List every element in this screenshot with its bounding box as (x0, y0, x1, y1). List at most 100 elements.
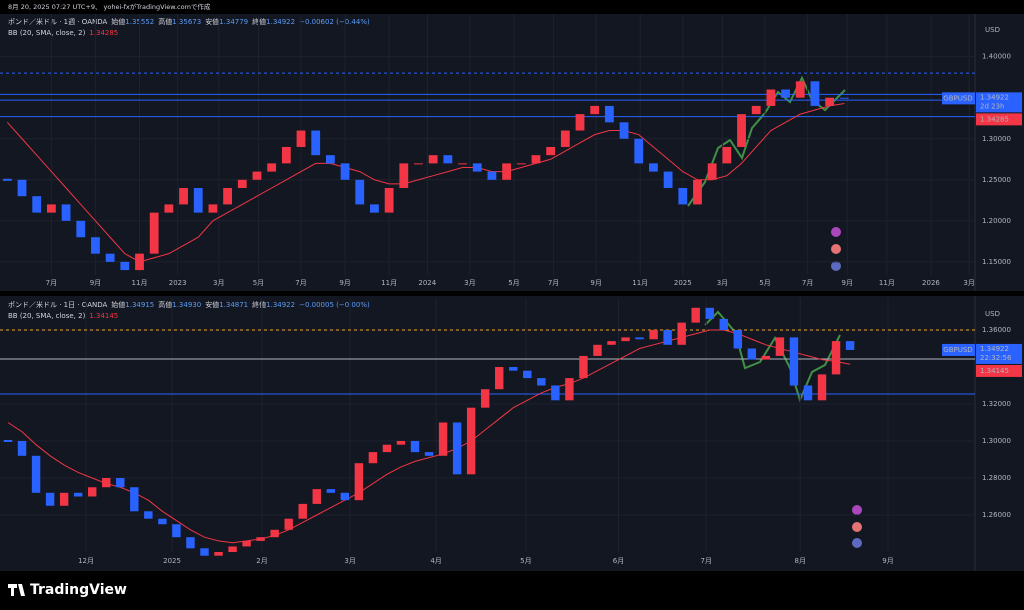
candle (208, 204, 218, 213)
x-tick-label: 12月 (78, 557, 94, 565)
ohlc-label: 安値 (205, 17, 219, 26)
candle (766, 89, 776, 106)
candle (509, 367, 518, 371)
y-tick-label: 1.26000 (982, 511, 1011, 519)
candle (2, 178, 12, 181)
candle (61, 204, 71, 221)
ohlc-label: 始値 (111, 17, 125, 26)
candle (105, 253, 115, 262)
candle (186, 537, 195, 549)
x-tick-label: 11月 (632, 279, 648, 287)
candle (256, 537, 265, 541)
candle (551, 385, 560, 401)
symbol-tag-text: GBPUSD (943, 94, 972, 102)
candle (452, 422, 462, 475)
ohlc-value: 1.35673 (172, 18, 201, 26)
candle (32, 196, 42, 213)
candle (502, 163, 511, 180)
x-tick-label: 7月 (802, 279, 813, 287)
candle (340, 492, 350, 501)
candle (438, 422, 448, 456)
ohlc-label: 終値 (252, 300, 266, 309)
candle (428, 155, 438, 164)
candle (296, 130, 306, 147)
candle (634, 138, 644, 164)
ohlc-value: 1.34779 (219, 18, 248, 26)
ohlc-label: 安値 (205, 300, 219, 309)
candle (693, 179, 702, 205)
candle (355, 179, 365, 205)
x-tick-label: 11月 (879, 279, 895, 287)
candle (781, 89, 790, 98)
y-tick-label: 1.28000 (982, 474, 1011, 482)
x-tick-label: 3月 (464, 279, 475, 287)
candle (242, 540, 251, 547)
candle (516, 163, 526, 165)
candle (495, 367, 504, 390)
candle (575, 114, 585, 131)
indicator-legend: BB (20, SMA, close, 2) 1.34145 (8, 312, 118, 320)
candle (214, 552, 223, 556)
candle (73, 492, 83, 497)
indicator-tag-text: 1.34145 (980, 367, 1009, 375)
candle (326, 489, 336, 493)
x-tick-label: 9月 (90, 279, 101, 287)
candle (237, 179, 247, 188)
caption: 8月 20, 2025 07:27 UTC+9、 yohei-fxがTradin… (8, 2, 211, 11)
x-tick-label: 3月 (213, 279, 224, 287)
last-price: 1.34922 (980, 345, 1009, 353)
x-tick-label: 11月 (132, 279, 148, 287)
candle (466, 407, 476, 475)
currency: USD (985, 26, 1000, 34)
x-tick-label: 2023 (169, 279, 187, 287)
x-tick-label: 6月 (613, 557, 624, 565)
candle (593, 344, 602, 356)
candle (410, 441, 420, 453)
ohlc-value: 1.34930 (172, 301, 201, 309)
top-panel (0, 14, 1024, 291)
candle (747, 348, 757, 360)
logo: TradingView (8, 582, 127, 598)
y-tick-label: 1.20000 (982, 217, 1011, 225)
candle (116, 478, 125, 488)
x-tick-label: 3月 (963, 279, 974, 287)
candle (76, 220, 86, 238)
indicator-value: 1.34145 (89, 312, 118, 320)
x-tick-label: 2026 (922, 279, 940, 287)
candle (396, 441, 406, 445)
candle (789, 337, 799, 386)
x-tick-label: 2025 (674, 279, 692, 287)
candle (839, 97, 849, 99)
x-tick-label: 2024 (418, 279, 436, 287)
candle (414, 163, 423, 165)
legend-title: ポンド／米ドル · 1週 · OANDA始値1.35552高値1.35673安値… (8, 17, 370, 26)
x-tick-label: 11月 (381, 279, 397, 287)
change: −0.00005 (−0.00%) (299, 301, 370, 309)
ohlc-label: 高値 (158, 17, 172, 26)
candle (17, 441, 27, 456)
ohlc-label: 始値 (111, 300, 125, 309)
candle (443, 155, 453, 164)
candle (831, 341, 841, 375)
bb-basis (7, 329, 851, 544)
candle (172, 524, 181, 538)
candle (707, 163, 717, 180)
event-icons (831, 227, 862, 548)
last-price-tag (976, 92, 1022, 113)
x-tick-label: 5月 (520, 557, 531, 565)
candle (677, 322, 686, 345)
candle (130, 487, 139, 512)
candle (158, 518, 167, 525)
y-tick-label: 1.15000 (982, 258, 1011, 266)
ohlc-value: 1.34922 (266, 18, 295, 26)
symbol-tag (942, 343, 975, 356)
bottom-panel (0, 296, 1024, 571)
indicator-name: BB (20, SMA, close, 2) (8, 312, 86, 320)
candle (267, 163, 277, 172)
candle (635, 337, 644, 340)
y-tick-label: 1.40000 (982, 53, 1011, 61)
candle (733, 330, 743, 349)
candle (382, 444, 392, 453)
candle (523, 370, 532, 379)
